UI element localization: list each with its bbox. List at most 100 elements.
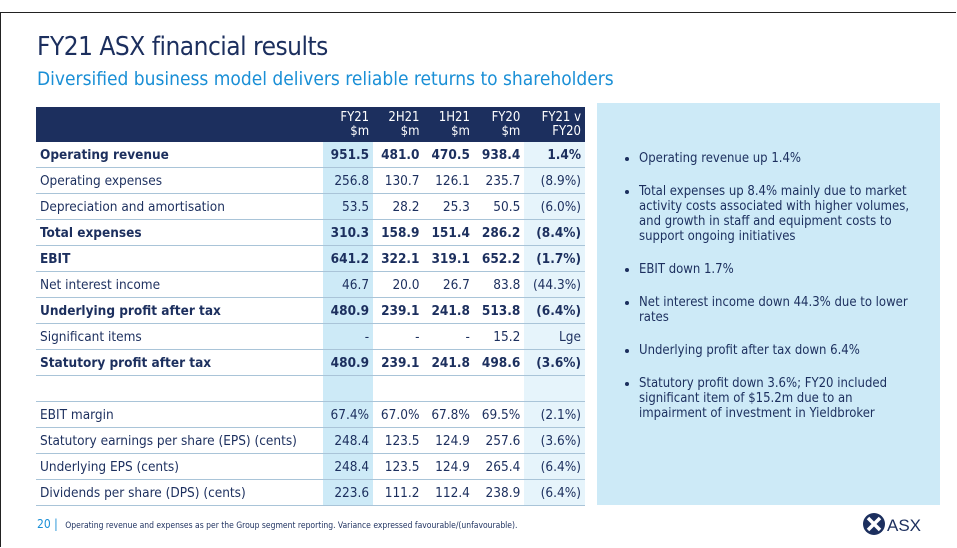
bullet: EBIT down 1.7% [639,262,918,277]
value-cell: 67.4% [322,401,374,428]
table-row: EBIT 641.2 322.1 319.1 652.2 (1.7%) [36,245,585,272]
row-label: Underlying EPS (cents) [36,453,323,480]
header-cell: FY21 $m [322,107,374,142]
bullet: Total expenses up 8.4% mainly due to mar… [639,184,918,244]
cell [524,375,585,402]
header-cell: FY20 $m [473,107,525,142]
header-text: 2H21 [388,109,420,125]
logo: ASX [863,513,921,535]
value-cell: (3.6%) [524,427,585,454]
header-text: FY20 [491,109,521,125]
cell [473,375,525,402]
table-row: Total expenses 310.3 158.9 151.4 286.2 (8.4%) [36,219,585,246]
row-label: Operating expenses [36,167,323,194]
value-cell: 26.7 [423,271,474,298]
value-cell: (3.6%) [524,349,585,376]
value-cell: 123.5 [373,427,424,454]
header-cell: 2H21 $m [373,107,424,142]
row-label: Dividends per share (DPS) (cents) [36,479,323,506]
cell [373,375,424,402]
value-cell: 15.2 [473,323,525,350]
header-text: FY20 [552,123,581,139]
row-label: Statutory earnings per share (EPS) (cent… [36,427,323,454]
header-text: 1H21 [438,109,470,125]
value-cell: 319.1 [423,245,474,272]
title: FY21 ASX financial results [37,32,328,62]
value-cell: 480.9 [322,297,374,324]
row-label: Total expenses [36,219,323,246]
header-text: $m [350,123,370,139]
value-cell: 310.3 [322,219,374,246]
value-cell: Lge [524,323,585,350]
value-cell: 235.7 [473,167,525,194]
value-cell: 67.8% [423,401,474,428]
value-cell: 513.8 [473,297,525,324]
row-label: Depreciation and amortisation [36,193,323,220]
value-cell: 46.7 [322,271,374,298]
value-cell: 28.2 [373,193,424,220]
value-cell: 67.0% [373,401,424,428]
table-row: Significant items - - -15.2 Lge [36,323,585,350]
header-cell: 1H21 $m [423,107,474,142]
value-cell: 69.5% [473,401,525,428]
table-row: Underlying EPS (cents) 248.4 123.5 124.9 265… [36,453,585,480]
value-cell: 158.9 [373,219,424,246]
value-cell: 124.9 [423,427,474,454]
bullet: Statutory profit down 3.6%; FY20 include… [639,376,918,421]
value-cell: 248.4 [322,453,374,480]
value-cell: (6.4%) [524,453,585,480]
spacer-row [36,375,585,402]
value-cell: (1.7%) [524,245,585,272]
value-cell: (6.0%) [524,193,585,220]
value-cell: 1.4% [524,142,585,168]
value-cell: 151.4 [423,219,474,246]
value-cell: 286.2 [473,219,525,246]
value-cell: (2.1%) [524,401,585,428]
value-cell: 256.8 [322,167,374,194]
footer: 20 | Operating revenue and expenses as p… [37,517,518,531]
value-cell: 641.2 [322,245,374,272]
value-cell: 238.9 [473,479,525,506]
value-cell: - [322,323,374,350]
bullet: Operating revenue up 1.4% [639,151,918,166]
table-row: Operating expenses 256.8 130.7 126.1 235.7 (8… [36,167,585,194]
value-cell: 126.1 [423,167,474,194]
row-label: Statutory profit after tax [36,349,323,376]
value-cell: 124.9 [423,453,474,480]
table-row: Statutory profit after tax 480.9 239.1 241.… [36,349,585,376]
row-label: Net interest income [36,271,323,298]
value-cell: 498.6 [473,349,525,376]
page-number: 20 [37,517,51,531]
cell [322,375,374,402]
value-cell: 239.1 [373,349,424,376]
value-cell: 20.0 [373,271,424,298]
table-row: Depreciation and amortisation 53.5 28.2 25.… [36,193,585,220]
value-cell: (44.3%) [524,271,585,298]
value-cell: 25.3 [423,193,474,220]
value-cell: 951.5 [322,142,374,168]
value-cell: 470.5 [423,142,474,168]
value-cell: (6.4%) [524,297,585,324]
results-table: FY21 $m 2H21 $m 1H21 $m FY20 $m FY21 v FY20 Operat… [36,107,585,506]
value-cell: 50.5 [473,193,525,220]
value-cell: 481.0 [373,142,424,168]
cell [423,375,474,402]
row-label: Significant items [36,323,323,350]
row-label: Operating revenue [36,142,323,168]
row-label: Underlying profit after tax [36,297,323,324]
footnote: Operating revenue and expenses as per th… [65,521,518,531]
value-cell: - [373,323,424,350]
row-label: EBIT margin [36,401,323,428]
value-cell: 53.5 [322,193,374,220]
value-cell: (6.4%) [524,479,585,506]
header-text: $m [501,123,521,139]
value-cell: 652.2 [473,245,525,272]
commentary-panel: Operating revenue up 1.4% Total expenses … [597,103,940,505]
header-cell: FY21 v FY20 [524,107,585,142]
table-row: Net interest income 46.7 20.0 26.7 83.8 (44.3… [36,271,585,298]
cell [36,375,323,402]
value-cell: 265.4 [473,453,525,480]
frame [0,12,956,547]
table-row: Statutory earnings per share (EPS) (cent… [36,427,585,454]
table-row: Underlying profit after tax 480.9 239.1 241… [36,297,585,324]
